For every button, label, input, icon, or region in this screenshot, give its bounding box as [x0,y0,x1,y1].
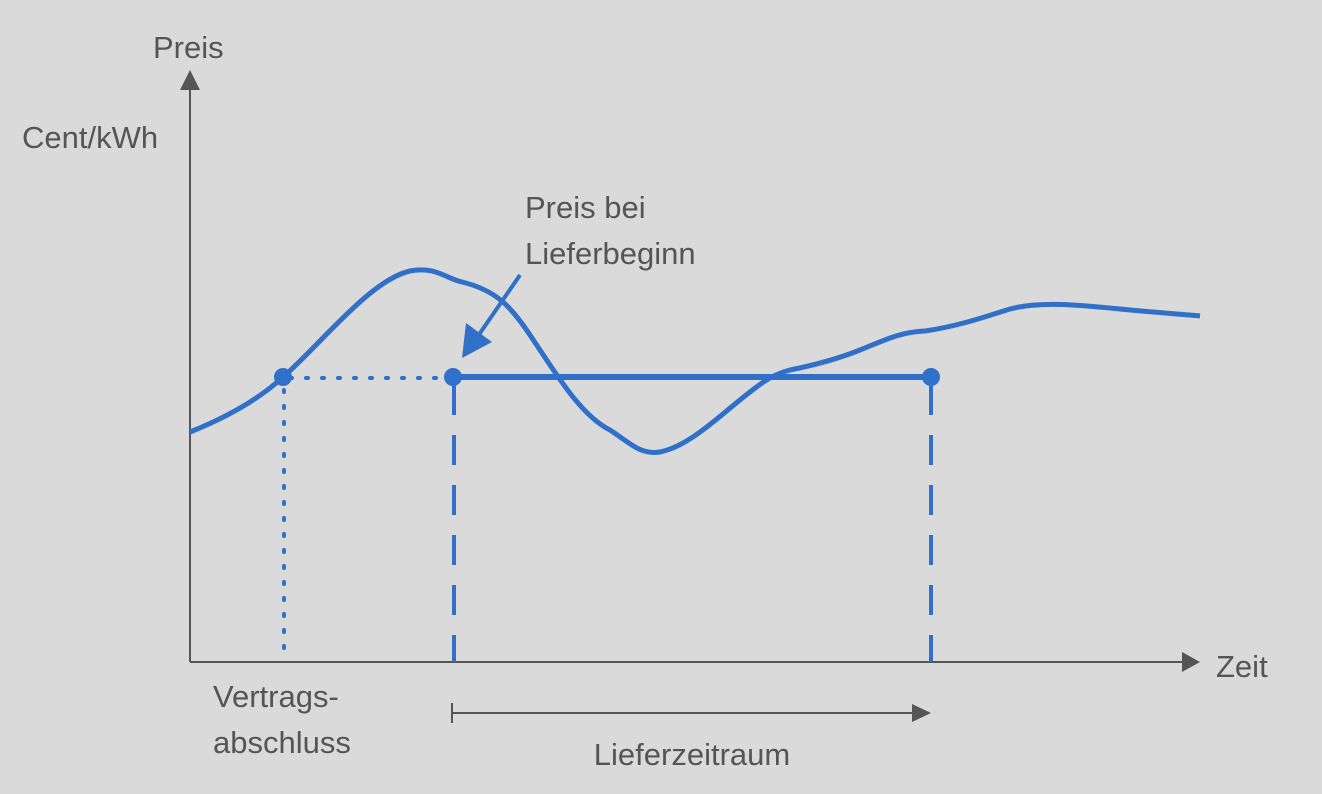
contract-label: abschluss [213,725,351,760]
y-axis-unit: Cent/kWh [22,120,158,155]
y-axis-label: Preis [153,30,224,65]
y-axis-arrow [180,70,200,90]
contract-label: Vertrags- [213,679,339,714]
period-arrowhead [912,704,931,722]
contract-point [274,368,292,386]
annotation-arrowhead [462,323,492,358]
delivery-end-point [922,368,940,386]
price-curve [189,267,1201,455]
period-label: Lieferzeitraum [594,737,790,772]
x-axis-arrow [1182,652,1200,672]
annotation-arrow-line [476,273,522,338]
delivery-start-point [444,368,462,386]
x-axis-label: Zeit [1216,649,1268,684]
annotation-text: Lieferbeginn [525,236,696,271]
annotation-text: Preis bei [525,190,646,225]
